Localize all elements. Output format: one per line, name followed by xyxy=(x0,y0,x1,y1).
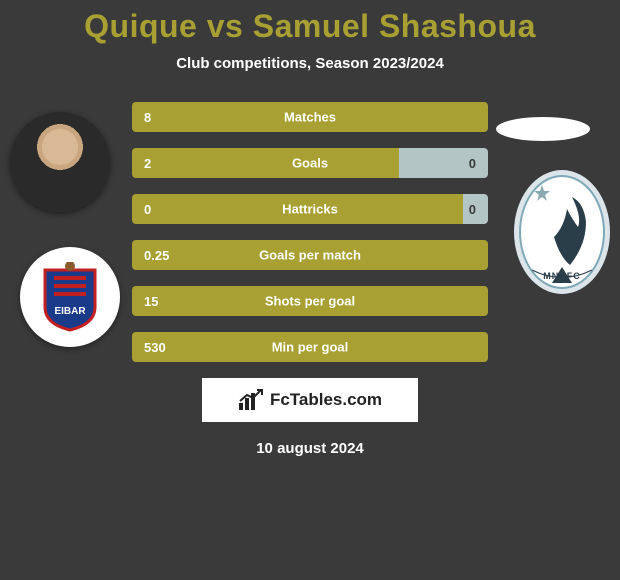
stat-row: 0 0 Hattricks xyxy=(132,194,488,224)
stat-bar-right: 0 xyxy=(463,194,488,224)
club-left-badge: EIBAR xyxy=(20,247,120,347)
player-left-avatar xyxy=(10,112,110,212)
stat-right-value: 0 xyxy=(469,156,476,171)
stat-row: 2 0 Goals xyxy=(132,148,488,178)
svg-text:EIBAR: EIBAR xyxy=(54,306,86,317)
stat-bar-right xyxy=(463,286,488,316)
stat-left-value: 2 xyxy=(144,156,151,171)
stat-right-value: 0 xyxy=(469,202,476,217)
stat-left-value: 530 xyxy=(144,340,166,355)
subtitle: Club competitions, Season 2023/2024 xyxy=(0,55,620,72)
stat-row: 15 Shots per goal xyxy=(132,286,488,316)
brand-text: FcTables.com xyxy=(270,390,382,410)
date-text: 10 august 2024 xyxy=(0,440,620,457)
brand-box: FcTables.com xyxy=(202,378,418,422)
mnufc-crest-icon: MNUFC xyxy=(512,167,612,297)
svg-text:MNUFC: MNUFC xyxy=(543,271,581,281)
fctables-logo-icon xyxy=(238,389,264,411)
stat-row: 0.25 Goals per match xyxy=(132,240,488,270)
stat-row: 8 Matches xyxy=(132,102,488,132)
stat-label: Shots per goal xyxy=(265,294,355,309)
stat-label: Goals xyxy=(292,156,328,171)
stat-left-value: 8 xyxy=(144,110,151,125)
stat-bar-left: 2 xyxy=(132,148,399,178)
stat-left-value: 15 xyxy=(144,294,158,309)
eibar-crest-icon: EIBAR xyxy=(40,262,100,332)
stat-label: Hattricks xyxy=(282,202,338,217)
stat-label: Min per goal xyxy=(272,340,349,355)
stat-left-value: 0.25 xyxy=(144,248,169,263)
stat-label: Goals per match xyxy=(259,248,361,263)
stat-label: Matches xyxy=(284,110,336,125)
stat-row: 530 Min per goal xyxy=(132,332,488,362)
stats-area: EIBAR MNUFC 8 Matches 2 0 Goals 0 0 Hattricks 0.… xyxy=(0,102,620,362)
stat-left-value: 0 xyxy=(144,202,151,217)
club-right-badge: MNUFC xyxy=(512,167,612,297)
page-title: Quique vs Samuel Shashoua xyxy=(0,8,620,45)
player-right-avatar xyxy=(496,117,590,141)
stat-bars: 8 Matches 2 0 Goals 0 0 Hattricks 0.25 Goals per … xyxy=(132,102,488,362)
stat-bar-right: 0 xyxy=(399,148,488,178)
